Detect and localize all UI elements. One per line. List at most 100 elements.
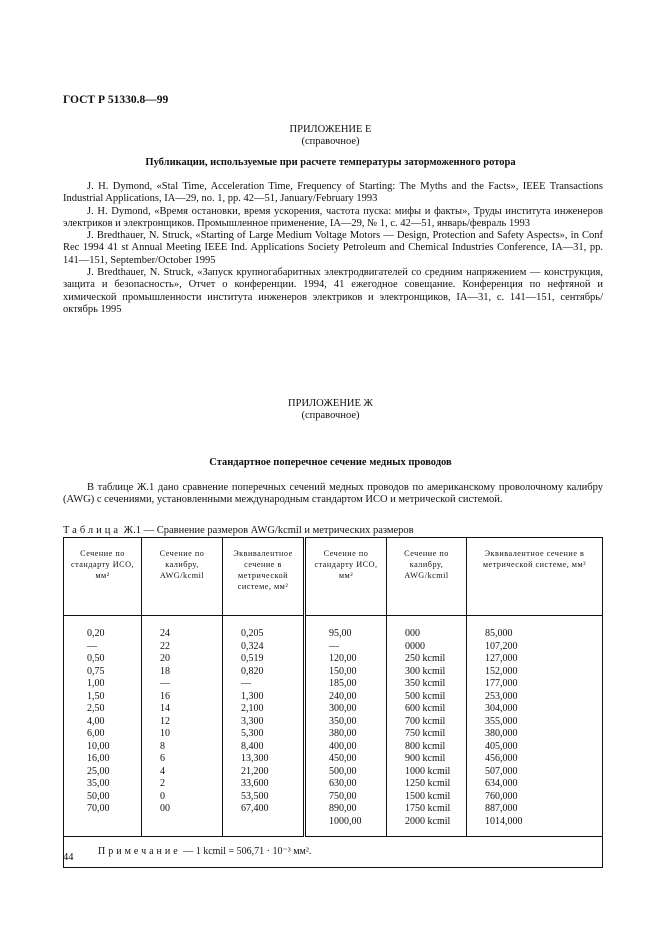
table-cell: 21,200 (241, 765, 269, 777)
col-metric-2: 85,000 107,200 127,000 152,000 177,000 253,00… (466, 615, 603, 837)
table-cell: 33,600 (241, 778, 269, 789)
table-cell: 13,300 (241, 753, 269, 764)
table-cell: 67,400 (241, 803, 269, 814)
table-cell: 12 (160, 715, 170, 727)
table-cell: 500 kcmil (405, 690, 446, 702)
table-cell: 750,00 (329, 790, 357, 802)
table-note-row: Примечание — 1 kcmil = 506,71 · 10⁻³ мм²… (63, 836, 603, 868)
table-cell: 1,300 (241, 690, 264, 702)
column-header: Сечение по калибру, AWG/kcmil (141, 537, 223, 616)
table-cell: 1000 kcmil (405, 765, 451, 777)
table-cell: 8,400 (241, 740, 264, 752)
table-cell: 760,000 (485, 790, 518, 802)
table-cell: 4,00 (87, 715, 105, 727)
table-cell: 1000,00 (329, 815, 362, 827)
table-cell: 240,00 (329, 690, 357, 702)
table-cell: 25,00 (87, 765, 110, 777)
table-cell: 2,50 (87, 703, 105, 714)
table-cell: 50,00 (87, 790, 110, 802)
table-cell: 0000 (405, 640, 425, 652)
table-cell: 380,000 (485, 728, 518, 739)
table-cell: 500,00 (329, 765, 357, 777)
table-cell: 0,820 (241, 665, 264, 677)
appendix-e-title: ПРИЛОЖЕНИЕ Е (289, 124, 372, 135)
table-cell: — (160, 678, 170, 689)
table-cell: 14 (160, 703, 170, 714)
table-header-row: Сечение по стандарту ИСО, мм² Сечение по… (63, 537, 603, 616)
reference-item: J. Bredthauer, N. Struck, «Запуск крупно… (63, 267, 603, 315)
table-cell: 107,200 (485, 640, 518, 652)
table-cell: 253,000 (485, 690, 518, 702)
references-list: J. H. Dymond, «Stal Time, Acceleration T… (63, 181, 603, 316)
table-cell: 0,75 (87, 665, 105, 677)
table-cell: — (329, 640, 339, 652)
table-cell: 16 (160, 690, 170, 702)
table-cell: 70,00 (87, 803, 110, 814)
appendix-zh-heading: Стандартное поперечное сечение медных пр… (209, 457, 452, 468)
table-cell: 1500 kcmil (405, 790, 451, 802)
table-cell: 450,00 (329, 753, 357, 764)
table-cell: 120,00 (329, 653, 357, 664)
table-cell: 400,00 (329, 740, 357, 752)
table-cell: 00 (160, 803, 170, 814)
table-cell: 1014,000 (485, 815, 523, 827)
table-cell: 350 kcmil (405, 678, 446, 689)
column-header: Сечение по калибру, AWG/kcmil (386, 537, 467, 616)
table-cell: 0 (160, 790, 165, 802)
table-cell: 355,000 (485, 715, 518, 727)
appendix-e-subtitle: (справочное) (301, 136, 360, 147)
table-cell: 630,00 (329, 778, 357, 789)
table-cell: 4 (160, 765, 165, 777)
col-iso-1: 0,20—0,50 0,75 1,00 1,50 2,50 4,00 6,00 10,00 16… (63, 615, 142, 837)
table-cell: 6,00 (87, 728, 105, 739)
table-cell: 8 (160, 740, 165, 752)
table-caption: Таблица Ж.1 — Сравнение размеров AWG/kcm… (63, 525, 414, 536)
col-awg-1: 24 22 20 18—16 14 12 10 8 6 4 2 0 00 (141, 615, 223, 837)
table-cell: 250 kcmil (405, 653, 446, 664)
table-cell: — (87, 640, 97, 652)
table-cell: 35,00 (87, 778, 110, 789)
table-cell: 700 kcmil (405, 715, 446, 727)
table-cell: 10,00 (87, 740, 110, 752)
table-cell: 300 kcmil (405, 665, 446, 677)
table-cell: 0,324 (241, 640, 264, 652)
awg-comparison-table: Сечение по стандарту ИСО, мм² Сечение по… (63, 537, 603, 868)
table-cell: 0,20 (87, 628, 105, 639)
col-metric-1: 0,205 0,324 0,519 0,820—1,300 2,100 3,300 5,30… (222, 615, 306, 837)
table-cell: 887,000 (485, 803, 518, 814)
table-cell: 304,000 (485, 703, 518, 714)
table-cell: 177,000 (485, 678, 518, 689)
intro-paragraph: В таблице Ж.1 дано сравнение поперечных … (63, 482, 603, 506)
table-cell: 600 kcmil (405, 703, 446, 714)
table-cell: 1,00 (87, 678, 105, 689)
table-cell: 0,519 (241, 653, 264, 664)
table-cell: 890,00 (329, 803, 357, 814)
table-cell: 20 (160, 653, 170, 664)
column-header: Эквивалентное сечение в метрической сист… (466, 537, 603, 616)
table-cell: 150,00 (329, 665, 357, 677)
table-cell: 2 (160, 778, 165, 789)
reference-item: J. H. Dymond, «Время остановки, время ус… (63, 205, 603, 229)
table-cell: 18 (160, 665, 170, 677)
table-cell: 185,00 (329, 678, 357, 689)
col-iso-2: 95,00—120,00 150,00 185,00 240,00 300,00 350,… (304, 615, 387, 837)
table-cell: 1250 kcmil (405, 778, 451, 789)
table-cell: 22 (160, 640, 170, 652)
table-note: Примечание — 1 kcmil = 506,71 · 10⁻³ мм²… (63, 836, 603, 868)
table-cell: 456,000 (485, 753, 518, 764)
table-cell: 152,000 (485, 665, 518, 677)
table-cell: 6 (160, 753, 165, 764)
table-cell: 127,000 (485, 653, 518, 664)
table-cell: 507,000 (485, 765, 518, 777)
table-cell: 380,00 (329, 728, 357, 739)
table-body-row: 0,20—0,50 0,75 1,00 1,50 2,50 4,00 6,00 10,00 16… (63, 615, 603, 837)
table-cell: 000 (405, 628, 420, 639)
page-number: 44 (63, 852, 74, 863)
appendix-e-heading: Публикации, используемые при расчете тем… (145, 157, 516, 168)
table-cell: 1,50 (87, 690, 105, 702)
reference-item: J. H. Dymond, «Stal Time, Acceleration T… (63, 181, 603, 205)
column-header: Сечение по стандарту ИСО, мм² (63, 537, 142, 616)
table-cell: 5,300 (241, 728, 264, 739)
col-awg-2: 000 0000 250 kcmil 300 kcmil 350 kcmil 500 kc… (386, 615, 467, 837)
